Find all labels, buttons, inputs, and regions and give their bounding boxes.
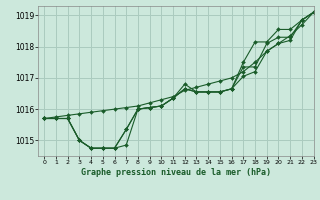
X-axis label: Graphe pression niveau de la mer (hPa): Graphe pression niveau de la mer (hPa) [81,168,271,177]
